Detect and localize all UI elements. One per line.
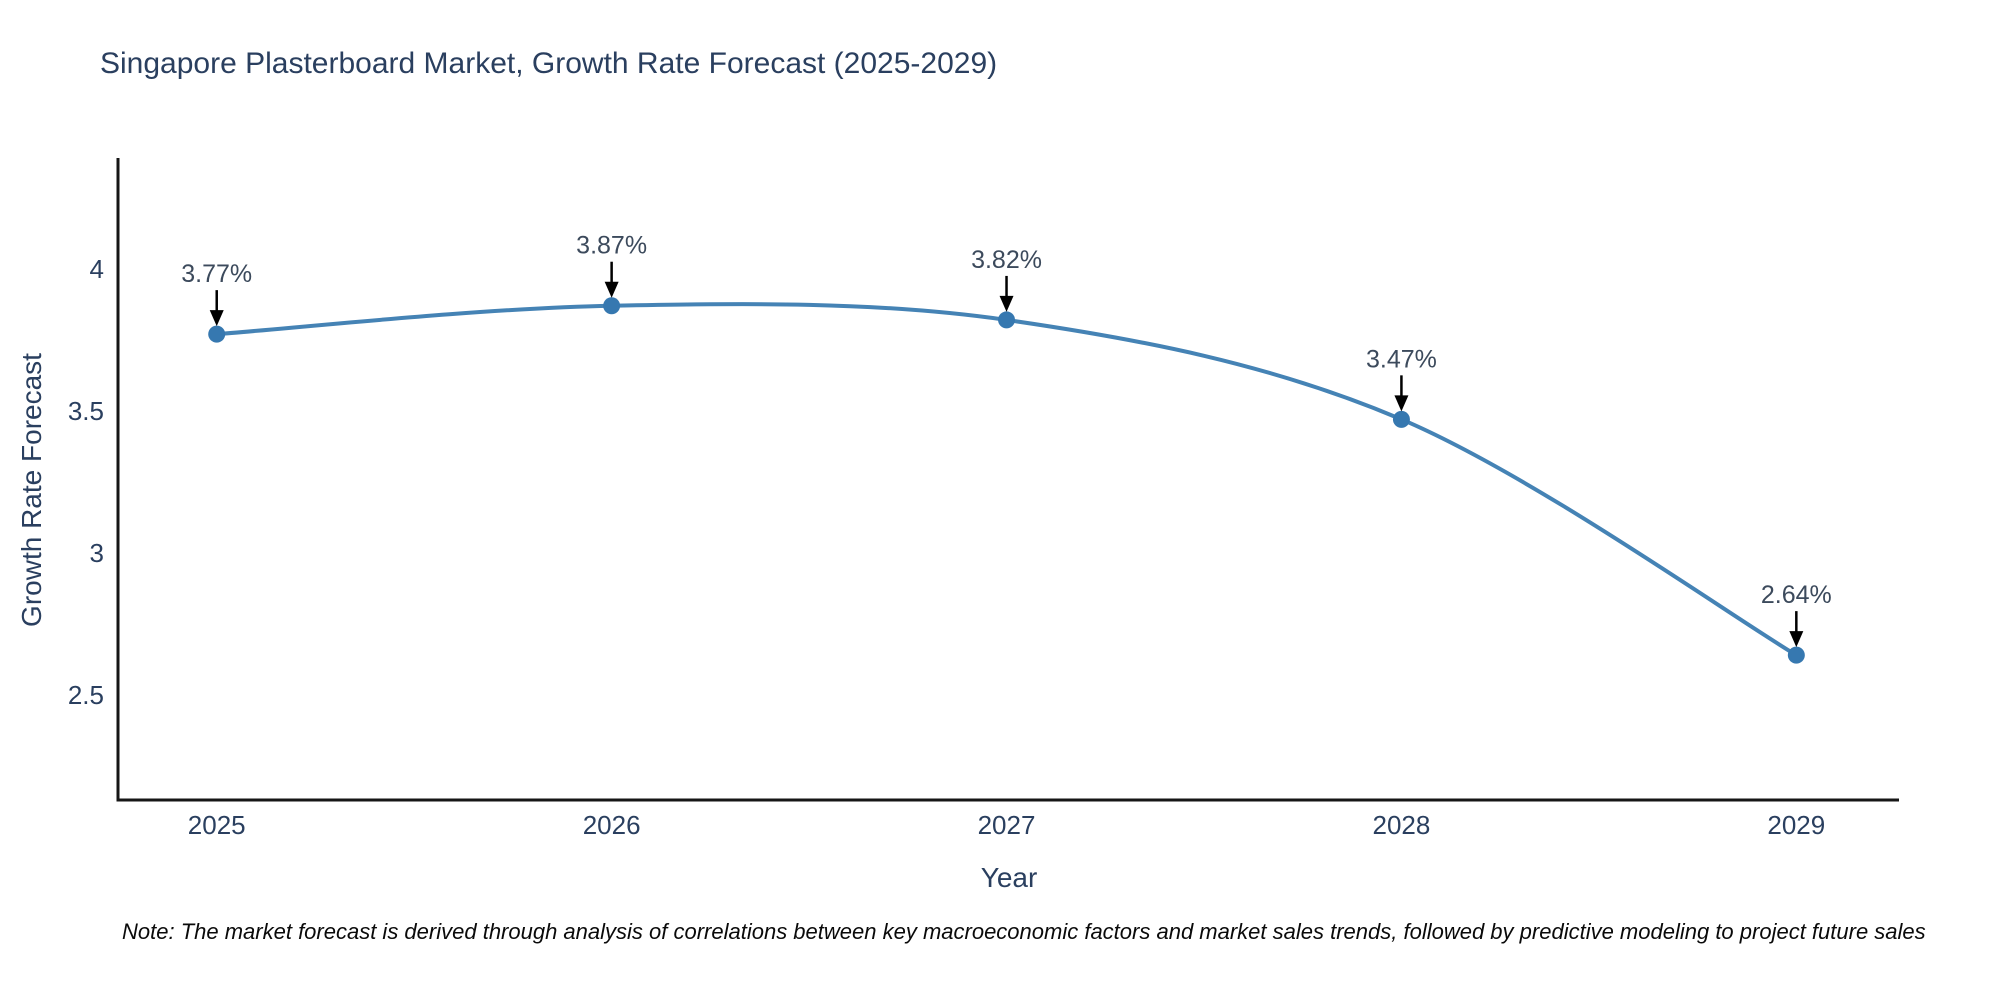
annotation-arrowhead	[209, 310, 224, 327]
annotation-label: 3.87%	[576, 232, 647, 260]
footnote: Note: The market forecast is derived thr…	[122, 919, 1926, 944]
y-tick-label: 2.5	[68, 680, 104, 710]
data-point-2026	[603, 297, 621, 315]
chart-title: Singapore Plasterboard Market, Growth Ra…	[100, 47, 998, 80]
y-tick-label: 3.5	[68, 396, 104, 426]
annotation-label: 3.77%	[181, 260, 252, 288]
annotation-label: 3.82%	[971, 246, 1042, 274]
annotation-label: 3.47%	[1366, 345, 1437, 373]
data-point-2027	[998, 311, 1016, 329]
x-tick-label: 2026	[583, 810, 641, 840]
data-point-2029	[1787, 646, 1805, 664]
annotation-arrowhead	[1394, 395, 1409, 412]
data-point-2028	[1392, 410, 1410, 428]
data-point-2025	[208, 325, 226, 343]
annotation-arrowhead	[604, 281, 619, 298]
y-tick-label: 4	[90, 254, 104, 284]
x-tick-label: 2029	[1767, 810, 1825, 840]
x-tick-label: 2025	[188, 810, 246, 840]
annotation-label: 2.64%	[1761, 581, 1832, 609]
x-tick-label: 2028	[1373, 810, 1431, 840]
annotation-arrowhead	[1789, 631, 1804, 648]
x-tick-label: 2027	[978, 810, 1036, 840]
forecast-line	[214, 302, 1799, 658]
annotation-arrowhead	[999, 295, 1014, 312]
x-axis-title: Year	[980, 862, 1038, 893]
y-tick-label: 3	[90, 538, 104, 568]
